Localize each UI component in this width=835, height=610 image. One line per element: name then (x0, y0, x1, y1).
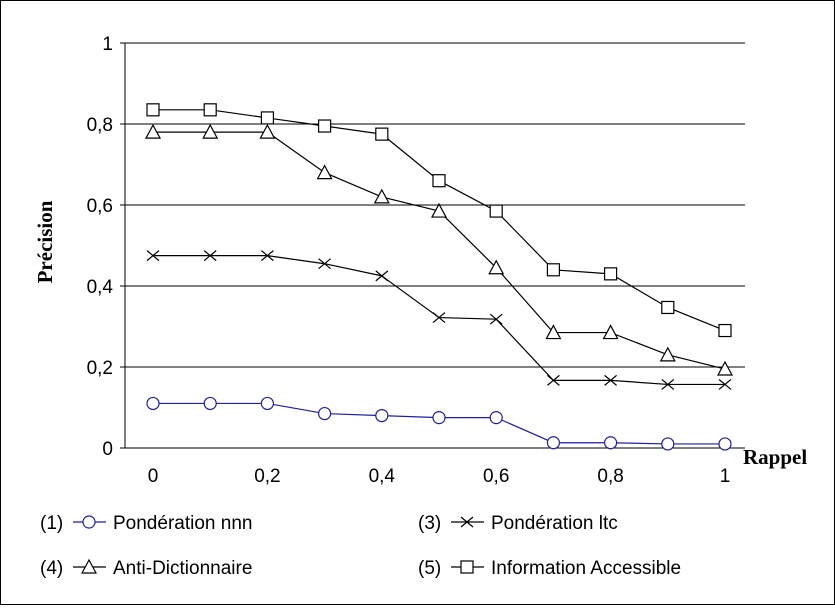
legend-marker-1-stroke-b (460, 516, 474, 528)
y-tick-label-3: 0,6 (87, 196, 113, 217)
series-0-point-4 (375, 409, 389, 423)
series-1-point-5 (432, 312, 446, 324)
series-2-point-0 (144, 123, 162, 139)
y-tick-label-2: 0,4 (87, 277, 114, 298)
series-2 (144, 123, 734, 376)
legend-entry-2: (4) Anti-Dictionnaire (40, 558, 252, 579)
y-tick-label-1: 0,2 (87, 358, 113, 379)
series-2-point-3 (316, 164, 333, 180)
y-tick-label-5: 1 (102, 34, 113, 55)
series-1-point-0-stroke-b (146, 250, 160, 262)
x-tick-label-2: 0,4 (369, 466, 396, 487)
y-tick-label-0: 0 (102, 439, 113, 460)
series-3-point-7 (546, 263, 561, 277)
series-3-point-6 (489, 204, 503, 218)
series-3 (146, 103, 732, 338)
legend-marker-3 (460, 560, 474, 574)
x-tick-label-3: 0,6 (483, 466, 509, 487)
series-0-point-3 (318, 406, 332, 421)
series-lines (144, 103, 734, 451)
series-2-point-8 (602, 324, 619, 340)
series-1-point-4-stroke-b (375, 270, 389, 282)
series-0-point-2 (260, 396, 274, 411)
series-3-point-9 (661, 300, 675, 315)
series-3-point-4 (375, 127, 389, 141)
legend-entry-1: (3) Pondération ltc (418, 513, 618, 534)
series-0-point-5 (432, 411, 446, 425)
series-2-point-9 (659, 346, 676, 362)
series-0-point-9 (661, 437, 675, 451)
series-2-point-7 (545, 324, 562, 340)
series-0 (146, 396, 732, 451)
legend-marker-0 (82, 515, 96, 529)
series-1 (146, 250, 732, 390)
legend-label-2: Anti-Dictionnaire (113, 558, 252, 579)
series-3-point-1 (203, 103, 217, 117)
x-tick-label-1: 0,2 (254, 466, 280, 487)
series-1-point-9-stroke-b (661, 378, 675, 390)
series-3-point-5 (432, 174, 446, 188)
legend-marker-1 (460, 516, 474, 528)
axes (120, 42, 745, 449)
y-tick-label-4: 0,8 (87, 115, 113, 136)
series-3-point-3 (318, 119, 332, 133)
legend-number-1: (3) (418, 513, 441, 534)
x-tick-label-5: 1 (720, 466, 731, 487)
series-1-point-10 (718, 378, 732, 390)
x-tick-label-0: 0 (148, 466, 159, 487)
series-1-point-1 (203, 250, 217, 262)
legend-number-0: (1) (40, 513, 63, 534)
series-0-point-6 (489, 411, 503, 425)
series-2-point-2 (259, 123, 276, 139)
series-1-point-3 (318, 258, 331, 270)
series-3-point-2 (260, 111, 274, 125)
series-2-point-5 (430, 202, 448, 218)
legend-number-3: (5) (418, 558, 441, 579)
series-3-point-8 (603, 267, 618, 281)
series-1-point-8-stroke-b (604, 374, 617, 386)
series-1-point-8 (604, 374, 617, 386)
series-1-point-6 (489, 313, 503, 325)
series-0-point-1 (203, 396, 217, 411)
y-axis-label: Précision (33, 200, 57, 283)
series-1-point-1-stroke-b (203, 250, 217, 262)
legend-entry-3: (5) Information Accessible (418, 558, 681, 579)
series-1-point-5-stroke-b (432, 312, 446, 324)
legend-label-1: Pondération ltc (491, 513, 618, 534)
series-1-point-4 (375, 270, 389, 282)
x-axis-label: Rappel (743, 445, 807, 469)
series-2-point-4 (373, 188, 390, 204)
series-1-point-7 (547, 374, 560, 386)
legend-entry-0: (1) Pondération nnn (40, 513, 252, 534)
grid-lines (125, 42, 745, 368)
series-0-point-10 (718, 437, 732, 451)
series-0-point-8 (603, 436, 618, 450)
x-tick-label-4: 0,8 (597, 466, 623, 487)
series-1-point-3-stroke-b (318, 258, 331, 270)
series-1-point-7-stroke-b (547, 374, 560, 386)
tick-labels: 0 0,2 0,4 0,6 0,8 1 0 0,2 0,4 0,6 0,8 1 (87, 34, 731, 487)
series-1-point-6-stroke-b (489, 313, 503, 325)
series-3-point-10 (718, 323, 732, 338)
legend-number-2: (4) (40, 558, 63, 579)
series-0-point-7 (546, 436, 561, 450)
legend: (1) Pondération nnn (3) Pondération ltc (4) A… (40, 513, 681, 579)
series-1-point-2-stroke-b (261, 250, 274, 262)
axis-labels: Rappel Précision (33, 200, 807, 469)
series-1-point-0 (146, 250, 160, 262)
series-1-point-9 (661, 378, 675, 390)
legend-label-3: Information Accessible (491, 558, 681, 579)
series-2-point-1 (202, 123, 219, 139)
series-2-point-6 (488, 259, 505, 275)
series-0-point-0 (146, 396, 160, 411)
series-3-point-0 (146, 103, 160, 117)
series-1-point-2 (261, 250, 274, 262)
series-1-point-10-stroke-b (718, 378, 732, 390)
series-2-point-10 (716, 360, 734, 376)
legend-marker-2 (80, 558, 98, 574)
legend-label-0: Pondération nnn (113, 513, 252, 534)
